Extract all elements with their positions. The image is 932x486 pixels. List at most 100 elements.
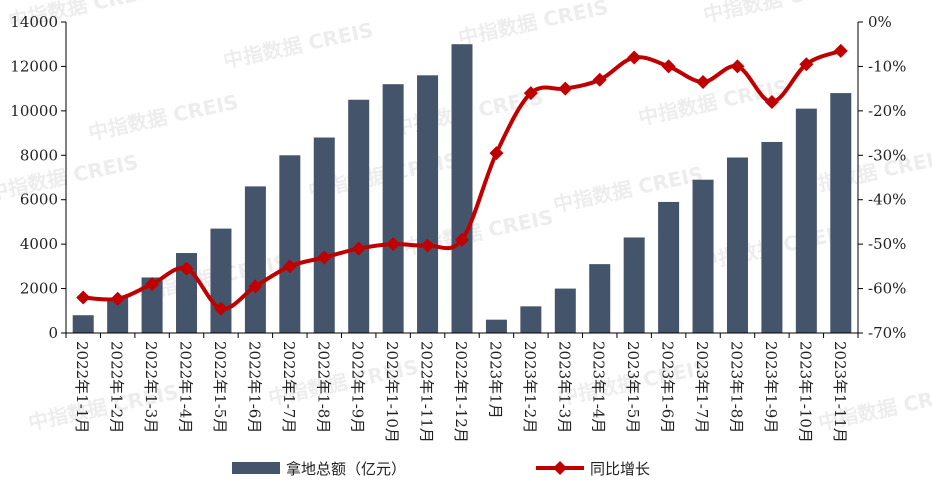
- x-tick-label: 2022年1-4月: [177, 341, 195, 433]
- line-point-marker: [386, 237, 401, 252]
- line-point-marker: [179, 261, 194, 276]
- x-tick-label: 2023年1-2月: [521, 341, 539, 433]
- bar: [658, 201, 680, 333]
- x-tick-label: 2022年1-5月: [211, 341, 229, 433]
- line-point-marker: [799, 57, 814, 72]
- bar: [417, 75, 439, 334]
- line-point-marker: [627, 50, 642, 65]
- line-point-marker: [110, 291, 125, 306]
- line-point-marker: [455, 232, 469, 247]
- x-tick-label: 2023年1-3月: [555, 341, 573, 433]
- x-tick-label: 2023年1-6月: [659, 341, 677, 433]
- right-tick-label: -20%: [868, 102, 906, 120]
- x-tick-label: 2023年1-7月: [693, 341, 711, 433]
- x-tick-label: 2022年1-8月: [314, 341, 332, 433]
- line-point-marker: [523, 86, 538, 101]
- x-tick-label: 2022年1-1月: [73, 341, 91, 433]
- axes: [65, 22, 859, 334]
- line-point-marker: [282, 259, 297, 274]
- bar: [554, 288, 576, 333]
- x-tick-label: 2023年1-11月: [831, 341, 849, 443]
- line-series: [76, 43, 848, 316]
- line-point-marker: [248, 279, 263, 294]
- line-point-marker: [317, 250, 332, 265]
- bar: [382, 84, 404, 333]
- bar: [485, 319, 507, 333]
- line-point-marker: [558, 81, 573, 96]
- line-point-marker: [489, 146, 504, 161]
- left-tick-label: 4000: [20, 235, 58, 253]
- x-tick-label: 2022年1-7月: [280, 341, 298, 433]
- right-tick-label: -60%: [868, 280, 906, 298]
- line-point-marker: [420, 238, 435, 253]
- x-tick-label: 2022年1-2月: [108, 341, 126, 433]
- line-point-marker: [833, 43, 848, 58]
- x-tick-label: 2023年1-5月: [624, 341, 642, 433]
- line-point-marker: [145, 277, 160, 292]
- x-tick-labels: 2022年1-1月 2022年1-2月 2022年1-3月 2022年1-4月 2022…: [65, 333, 859, 443]
- bar: [107, 297, 129, 333]
- bar: [520, 306, 542, 333]
- bar: [623, 237, 645, 333]
- bar: [451, 44, 473, 333]
- x-tick-label: 2023年1月: [486, 341, 504, 419]
- left-tick-label: 12000: [10, 57, 58, 75]
- right-tick-label: -30%: [868, 146, 906, 164]
- watermark-text: 中指数据 CREIS: [551, 162, 705, 217]
- watermark-text: 中指数据 CREIS: [701, 0, 855, 27]
- left-y-ticks: 0 2000 4000 6000 8000 10000 12000 14000: [10, 13, 66, 342]
- legend-diamond-marker: [553, 461, 567, 475]
- bar: [141, 277, 163, 333]
- bar: [761, 141, 783, 333]
- line-point-marker: [213, 301, 228, 316]
- bar: [313, 137, 335, 333]
- right-tick-label: -50%: [868, 235, 906, 253]
- left-tick-label: 10000: [10, 102, 58, 120]
- line-point-marker: [764, 94, 779, 109]
- x-tick-label: 2022年1-3月: [142, 341, 160, 433]
- line-point-marker: [351, 241, 366, 256]
- bar: [210, 228, 232, 333]
- x-tick-label: 2023年1-10月: [796, 341, 814, 443]
- right-tick-label: -70%: [868, 324, 906, 342]
- right-tick-label: 0%: [868, 13, 892, 31]
- legend: 拿地总额（亿元） 同比增长: [232, 460, 650, 478]
- line-point-marker: [661, 59, 676, 74]
- line-point-marker: [592, 72, 607, 87]
- left-tick-label: 14000: [10, 13, 58, 31]
- bar: [244, 186, 266, 333]
- left-tick-label: 6000: [20, 191, 58, 209]
- x-tick-label: 2022年1-11月: [418, 341, 436, 443]
- legend-bar-swatch: [232, 462, 280, 474]
- x-tick-label: 2023年1-9月: [762, 341, 780, 433]
- line-point-marker: [730, 59, 745, 74]
- x-tick-label: 2022年1-10月: [383, 341, 401, 443]
- bar-series: [72, 44, 852, 334]
- x-tick-label: 2022年1-6月: [245, 341, 263, 433]
- bar: [726, 157, 748, 333]
- left-tick-label: 0: [48, 324, 58, 342]
- bar: [348, 99, 370, 333]
- right-tick-label: -40%: [868, 191, 906, 209]
- bar: [795, 108, 817, 333]
- x-tick-label: 2022年1-9月: [349, 341, 367, 433]
- line-point-marker: [696, 74, 711, 89]
- right-y-ticks: -70% -60% -50% -40% -30% -20% -10% 0%: [858, 13, 906, 342]
- bar: [279, 155, 301, 333]
- bar: [830, 93, 852, 333]
- left-tick-label: 8000: [20, 146, 58, 164]
- x-tick-label: 2023年1-8月: [727, 341, 745, 433]
- bar: [589, 264, 611, 333]
- legend-line-label: 同比增长: [590, 460, 650, 478]
- x-tick-label: 2023年1-4月: [590, 341, 608, 433]
- right-tick-label: -10%: [868, 57, 906, 75]
- x-tick-label: 2022年1-12月: [452, 341, 470, 443]
- legend-bar-label: 拿地总额（亿元）: [286, 460, 406, 478]
- watermark-text: 中指数据 CREIS: [86, 90, 240, 145]
- watermark-text: 中指数据 CREIS: [456, 0, 610, 50]
- line-point-marker: [76, 290, 91, 305]
- bar: [692, 179, 714, 333]
- left-tick-label: 2000: [20, 280, 58, 298]
- bar: [72, 315, 94, 333]
